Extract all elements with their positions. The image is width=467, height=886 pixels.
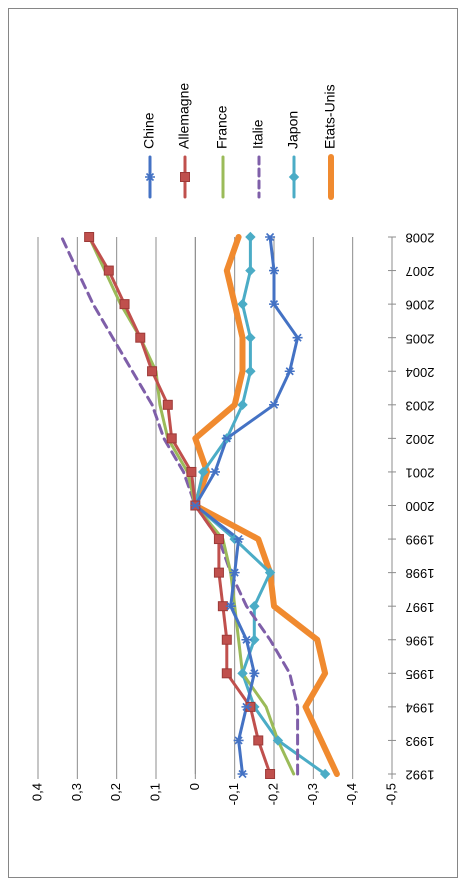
data-point-marker (292, 333, 303, 342)
data-point-marker (233, 736, 244, 745)
data-point-marker (245, 332, 256, 343)
gridlines (37, 237, 393, 774)
data-point-marker (241, 702, 252, 711)
data-point-marker (210, 467, 220, 477)
category-label: 2001 (406, 466, 435, 481)
data-point-marker (197, 466, 209, 478)
data-point-marker (264, 567, 276, 578)
data-point-marker (265, 232, 276, 242)
data-point-marker (180, 172, 190, 182)
data-point-marker (166, 433, 177, 444)
data-point-marker (119, 299, 130, 310)
category-label: 1994 (406, 700, 435, 715)
category-label: 1998 (406, 566, 435, 581)
category-label: 2006 (406, 298, 435, 313)
category-label: 2007 (406, 264, 435, 279)
axes: 0,4 0,3 0,2 0,1 0 -0,1 -0,2 -0,3 -0,4 -0,5 1992 199… (29, 231, 434, 806)
data-point-marker (237, 668, 248, 679)
category-label: 1997 (406, 600, 435, 615)
data-point-marker (253, 735, 264, 746)
data-point-marker (241, 635, 252, 644)
legend-label: Chine (141, 112, 157, 149)
value-tick-label: 0,4 (29, 783, 44, 801)
data-point-marker (221, 634, 232, 645)
value-tick-label: 0,3 (69, 783, 84, 801)
legend-label: Italie (250, 119, 266, 149)
data-point-marker (272, 735, 284, 746)
data-point-marker (229, 568, 240, 577)
category-label: 2008 (406, 231, 435, 246)
data-point-marker (245, 265, 256, 276)
category-label: 2005 (406, 331, 435, 346)
data-point-marker (269, 300, 279, 309)
data-point-marker (186, 466, 197, 477)
data-point-marker (225, 602, 236, 611)
data-point-marker (237, 769, 248, 779)
data-point-marker (249, 600, 260, 612)
value-tick-label: -0,2 (265, 783, 280, 805)
chart-svg: 0,4 0,3 0,2 0,1 0 -0,1 -0,2 -0,3 -0,4 -0,5 1992 199… (29, 83, 434, 806)
data-point-marker (249, 669, 260, 678)
value-tick-label: 0 (187, 783, 202, 790)
data-point-marker (245, 366, 256, 377)
series-line (192, 234, 340, 777)
data-point-marker (237, 399, 248, 411)
data-point-marker (213, 534, 224, 545)
series-markers (84, 231, 331, 780)
data-point-marker (269, 266, 279, 275)
data-point-marker (284, 367, 295, 376)
legend-label: Etats-Unis (322, 84, 338, 149)
value-tick-label: -0,4 (344, 783, 359, 805)
legend-label: France (214, 105, 230, 149)
legend-label: Allemagne (176, 83, 192, 149)
category-label: 2004 (406, 365, 435, 380)
category-label: 2000 (406, 499, 435, 514)
category-label: 2003 (406, 398, 435, 413)
data-point-marker (288, 171, 300, 183)
data-point-marker (162, 399, 173, 410)
category-label: 1995 (406, 667, 435, 682)
data-point-marker (147, 366, 158, 377)
category-label: 1993 (406, 734, 435, 749)
data-point-marker (135, 332, 146, 343)
data-point-marker (190, 501, 201, 510)
data-point-marker (145, 172, 155, 182)
data-point-marker (265, 769, 276, 779)
category-label: 2002 (406, 432, 435, 447)
data-point-marker (249, 634, 260, 645)
data-point-marker (221, 434, 232, 443)
legend: Chine Allemagne France Italie Japon Etats-Uni… (141, 83, 338, 200)
data-point-marker (233, 534, 244, 544)
value-tick-label: 0,2 (108, 783, 123, 801)
series-line (193, 235, 327, 776)
category-label: 1996 (406, 633, 435, 648)
value-tick-label: -0,1 (226, 783, 241, 805)
value-tick-label: -0,3 (305, 783, 320, 805)
category-label: 1999 (406, 533, 435, 548)
data-point-marker (84, 232, 95, 242)
value-tick-label: -0,5 (383, 783, 398, 805)
legend-label: Japon (285, 111, 301, 149)
series-line (60, 235, 300, 776)
data-point-marker (269, 400, 279, 409)
data-point-marker (213, 567, 224, 578)
data-point-marker (103, 265, 114, 276)
data-point-marker (221, 668, 232, 679)
data-point-marker (237, 298, 248, 310)
chart-frame: 0,4 0,3 0,2 0,1 0 -0,1 -0,2 -0,3 -0,4 -0,5 1992 199… (8, 8, 458, 878)
data-point-marker (319, 768, 331, 780)
category-label: 1992 (406, 768, 435, 783)
data-point-marker (245, 231, 256, 243)
value-tick-label: 0,1 (147, 783, 162, 801)
